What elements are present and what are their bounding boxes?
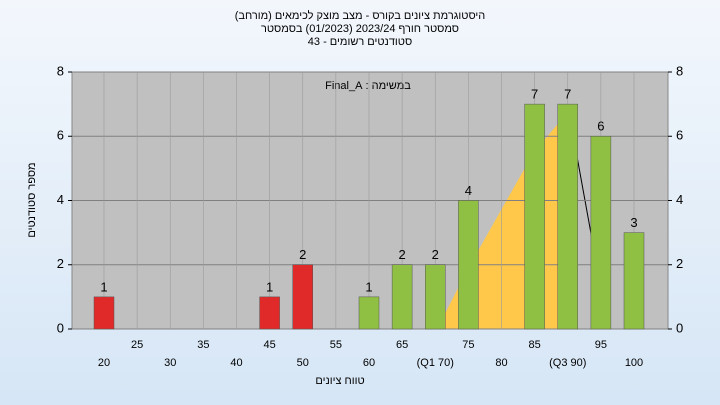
x-tick-label: 40 bbox=[230, 357, 242, 369]
y2-tick-label: 4 bbox=[676, 192, 683, 207]
x-tick-label: 65 bbox=[396, 339, 408, 351]
y2-tick-label: 6 bbox=[676, 128, 683, 143]
x-tick-label: (Q3 90) bbox=[549, 357, 586, 369]
annotation: במשימה : Final_A bbox=[325, 80, 411, 92]
x-tick-label: 75 bbox=[462, 339, 474, 351]
y2-tick-label: 8 bbox=[676, 63, 683, 78]
x-tick-label: 60 bbox=[363, 357, 375, 369]
title-line: סמסטר חורף 2023/24 (01/2023) בסמסטר bbox=[261, 23, 459, 35]
value-label: 2 bbox=[432, 247, 439, 262]
x-tick-label: 80 bbox=[495, 357, 507, 369]
x-tick-label: 20 bbox=[98, 357, 110, 369]
bar bbox=[458, 200, 479, 330]
x-tick-label: 95 bbox=[595, 339, 607, 351]
title-line: סטודנטים רשומים - 43 bbox=[308, 36, 412, 48]
bar bbox=[259, 296, 280, 330]
y-tick-label: 2 bbox=[57, 256, 64, 271]
value-label: 7 bbox=[564, 87, 571, 102]
value-label: 7 bbox=[531, 87, 538, 102]
value-label: 1 bbox=[365, 279, 372, 294]
bar bbox=[557, 103, 578, 330]
bar bbox=[292, 264, 313, 330]
value-label: 2 bbox=[299, 247, 306, 262]
value-label: 1 bbox=[266, 279, 273, 294]
y-tick-label: 6 bbox=[57, 128, 64, 143]
bar bbox=[391, 264, 413, 330]
x-tick-label: 45 bbox=[264, 339, 276, 351]
x-tick-label: 55 bbox=[330, 339, 342, 351]
x-axis-label: טווח ציונים bbox=[315, 375, 364, 387]
value-label: 4 bbox=[465, 183, 472, 198]
x-tick-label: 85 bbox=[529, 339, 541, 351]
bar bbox=[358, 296, 380, 330]
bar bbox=[93, 296, 115, 330]
bar bbox=[590, 136, 612, 330]
value-label: 2 bbox=[399, 247, 406, 262]
x-tick-label: 35 bbox=[197, 339, 209, 351]
value-label: 3 bbox=[630, 215, 637, 230]
bar bbox=[524, 103, 545, 330]
y-tick-label: 0 bbox=[57, 320, 64, 335]
x-tick-label: (Q1 70) bbox=[417, 357, 454, 369]
x-tick-label: 100 bbox=[625, 357, 643, 369]
x-tick-label: 50 bbox=[297, 357, 309, 369]
y2-tick-label: 0 bbox=[676, 320, 683, 335]
y-tick-label: 8 bbox=[57, 63, 64, 78]
y-axis-label: מספר סטודנטים bbox=[26, 162, 38, 237]
title-line: היסטוגרמת ציונים בקורס - מצב מוצק לכימאי… bbox=[235, 9, 486, 22]
x-tick-label: 30 bbox=[164, 357, 176, 369]
y2-tick-label: 2 bbox=[676, 256, 683, 271]
bar bbox=[623, 232, 645, 330]
y-tick-label: 4 bbox=[57, 192, 64, 207]
x-tick-label: 25 bbox=[131, 339, 143, 351]
value-label: 1 bbox=[100, 279, 107, 294]
bar bbox=[425, 264, 446, 330]
value-label: 6 bbox=[597, 119, 604, 134]
